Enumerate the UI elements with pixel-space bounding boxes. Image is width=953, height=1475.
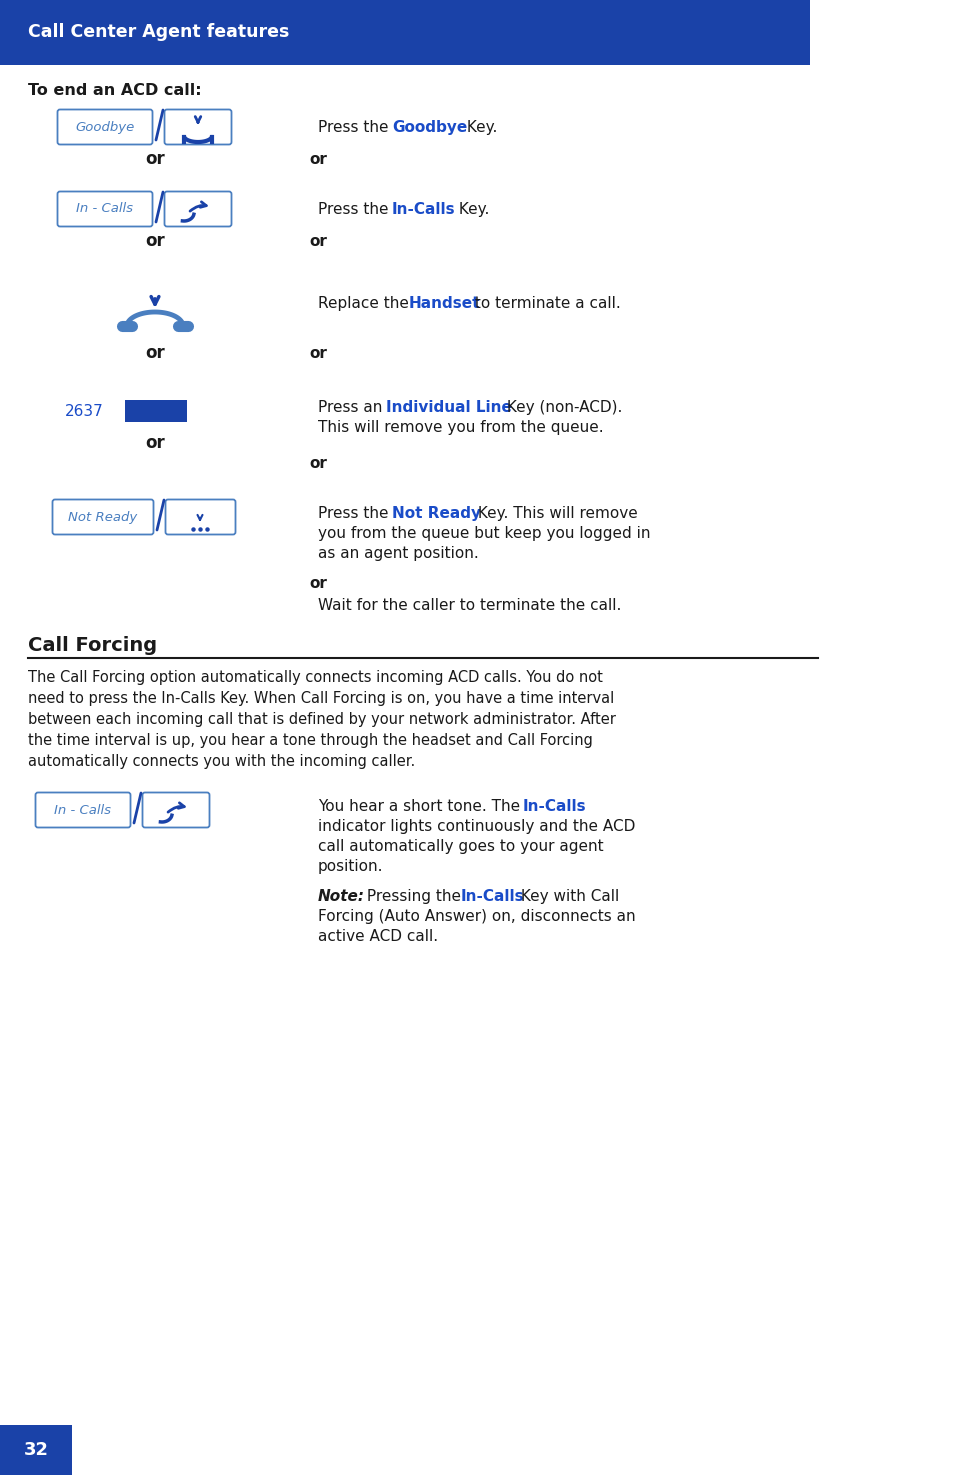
Text: In - Calls: In - Calls xyxy=(54,804,112,817)
Text: between each incoming call that is defined by your network administrator. After: between each incoming call that is defin… xyxy=(28,712,616,727)
Text: or: or xyxy=(309,235,327,249)
Text: Not Ready: Not Ready xyxy=(392,506,480,521)
Text: Key with Call: Key with Call xyxy=(516,889,618,904)
Text: Replace the: Replace the xyxy=(317,296,414,311)
Text: as an agent position.: as an agent position. xyxy=(317,546,478,560)
Text: Forcing (Auto Answer) on, disconnects an: Forcing (Auto Answer) on, disconnects an xyxy=(317,909,635,923)
FancyBboxPatch shape xyxy=(35,792,131,827)
Text: the time interval is up, you hear a tone through the headset and Call Forcing: the time interval is up, you hear a tone… xyxy=(28,733,592,748)
Text: Not Ready: Not Ready xyxy=(69,510,137,524)
Text: Handset: Handset xyxy=(409,296,480,311)
Text: Individual Line: Individual Line xyxy=(386,400,512,414)
Text: Press an: Press an xyxy=(317,400,387,414)
FancyBboxPatch shape xyxy=(164,192,232,227)
Text: This will remove you from the queue.: This will remove you from the queue. xyxy=(317,420,603,435)
Text: call automatically goes to your agent: call automatically goes to your agent xyxy=(317,839,603,854)
Text: or: or xyxy=(145,232,165,249)
Text: In-Calls: In-Calls xyxy=(522,799,586,814)
Text: need to press the In-Calls Key. When Call Forcing is on, you have a time interva: need to press the In-Calls Key. When Cal… xyxy=(28,690,614,707)
Text: Key.: Key. xyxy=(461,119,497,136)
Bar xyxy=(0,1425,71,1475)
Text: In-Calls: In-Calls xyxy=(460,889,524,904)
FancyBboxPatch shape xyxy=(57,192,152,227)
Text: Goodbye: Goodbye xyxy=(75,121,134,134)
Text: Wait for the caller to terminate the call.: Wait for the caller to terminate the cal… xyxy=(317,597,620,614)
Bar xyxy=(125,400,187,422)
Text: or: or xyxy=(145,434,165,451)
FancyBboxPatch shape xyxy=(164,109,232,145)
FancyBboxPatch shape xyxy=(57,109,152,145)
Text: Note:: Note: xyxy=(317,889,365,904)
Text: Key.: Key. xyxy=(454,202,489,217)
Text: or: or xyxy=(145,150,165,168)
Text: to terminate a call.: to terminate a call. xyxy=(470,296,620,311)
FancyBboxPatch shape xyxy=(165,500,235,534)
Text: To end an ACD call:: To end an ACD call: xyxy=(28,83,201,97)
Text: You hear a short tone. The: You hear a short tone. The xyxy=(317,799,524,814)
Text: Call Center Agent features: Call Center Agent features xyxy=(28,24,289,41)
Text: Goodbye: Goodbye xyxy=(392,119,467,136)
Text: In - Calls: In - Calls xyxy=(76,202,133,215)
Text: Press the: Press the xyxy=(317,119,393,136)
Text: or: or xyxy=(145,344,165,361)
Text: indicator lights continuously and the ACD: indicator lights continuously and the AC… xyxy=(317,819,635,833)
Text: 32: 32 xyxy=(24,1441,49,1459)
Text: automatically connects you with the incoming caller.: automatically connects you with the inco… xyxy=(28,754,415,768)
Text: The Call Forcing option automatically connects incoming ACD calls. You do not: The Call Forcing option automatically co… xyxy=(28,670,602,684)
Text: Press the: Press the xyxy=(317,506,393,521)
Text: Key. This will remove: Key. This will remove xyxy=(473,506,638,521)
Bar xyxy=(0,0,809,65)
Text: In-Calls: In-Calls xyxy=(392,202,456,217)
Text: you from the queue but keep you logged in: you from the queue but keep you logged i… xyxy=(317,527,650,541)
Text: position.: position. xyxy=(317,858,383,875)
Text: or: or xyxy=(309,347,327,361)
Text: Pressing the: Pressing the xyxy=(361,889,465,904)
Text: Call Forcing: Call Forcing xyxy=(28,636,157,655)
Text: or: or xyxy=(309,577,327,591)
FancyBboxPatch shape xyxy=(142,792,210,827)
Text: or: or xyxy=(309,456,327,471)
Text: Press the: Press the xyxy=(317,202,393,217)
Text: 2637: 2637 xyxy=(65,404,104,419)
Text: or: or xyxy=(309,152,327,167)
Text: active ACD call.: active ACD call. xyxy=(317,929,437,944)
FancyBboxPatch shape xyxy=(52,500,153,534)
Text: Key (non-ACD).: Key (non-ACD). xyxy=(501,400,621,414)
